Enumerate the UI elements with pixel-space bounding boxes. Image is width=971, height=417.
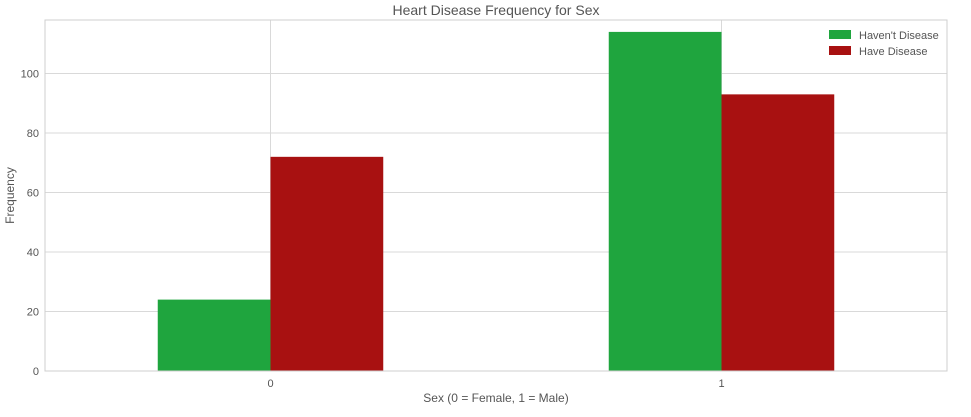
- bar-no-disease-0: [157, 299, 271, 371]
- bar-no-disease-1: [608, 31, 722, 371]
- legend-label-1: Have Disease: [859, 46, 927, 58]
- bars: [157, 31, 835, 371]
- plot-frame: [44, 19, 948, 372]
- y-tick-label: 0: [33, 366, 39, 378]
- legend-swatch-0: [829, 30, 851, 39]
- y-tick-label: 20: [27, 307, 39, 319]
- y-tick-label: 40: [27, 247, 39, 259]
- y-axis-label: Frequency: [3, 167, 17, 224]
- axes: 0 20 40 60 80 100 0 1: [21, 69, 725, 390]
- x-tick-label: 1: [718, 378, 724, 390]
- y-tick-label: 60: [27, 188, 39, 200]
- legend-swatch-1: [829, 46, 851, 55]
- x-axis-label: Sex (0 = Female, 1 = Male): [423, 391, 568, 405]
- x-tick-label: 0: [267, 378, 273, 390]
- y-tick-label: 80: [27, 128, 39, 140]
- legend: Haven't Disease Have Disease: [829, 30, 939, 58]
- bar-disease-0: [270, 156, 384, 371]
- y-tick-label: 100: [21, 69, 39, 81]
- legend-label-0: Haven't Disease: [859, 30, 939, 42]
- bar-disease-1: [721, 94, 835, 371]
- chart-title: Heart Disease Frequency for Sex: [393, 2, 600, 18]
